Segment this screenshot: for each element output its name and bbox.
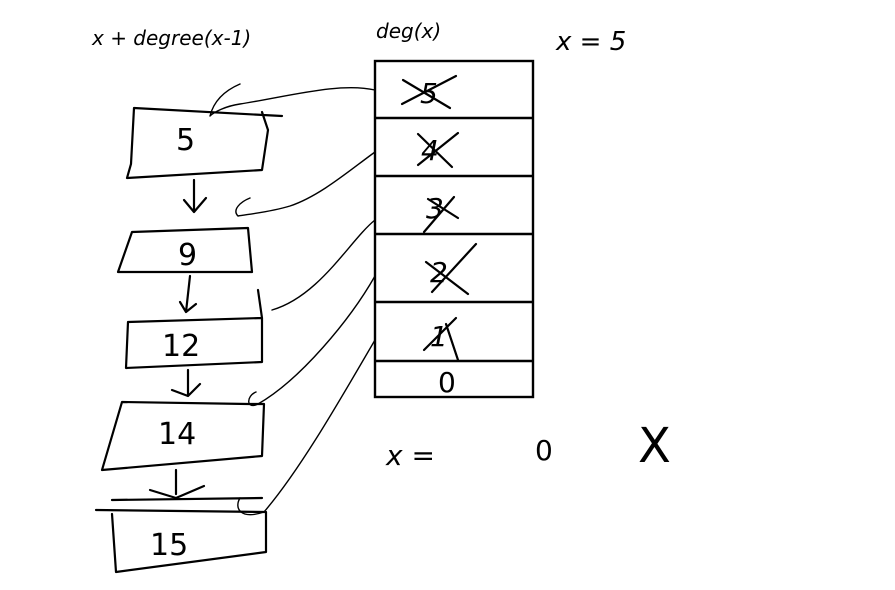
array-slot-2: 3	[422, 192, 460, 234]
list-node-4: 15	[94, 496, 268, 574]
array-slot-5: 0	[438, 366, 456, 399]
list-node-0: 5	[125, 106, 284, 180]
array-slot-1: 4	[416, 131, 460, 169]
list-node-1: 9	[116, 226, 254, 274]
strike-mark	[416, 131, 460, 169]
arrow-down	[170, 368, 202, 398]
array-slot-0: 5	[400, 74, 458, 110]
array-slot-4: 1	[422, 316, 460, 362]
degree-array: 5 4 3 2 1 0	[373, 59, 535, 399]
x-equals-label: x =	[385, 439, 435, 472]
cross-mark: X	[638, 418, 671, 474]
array-label: deg(x)	[376, 19, 441, 43]
slot-value: 0	[438, 366, 456, 399]
x-assignment: x = 5	[555, 27, 626, 57]
array-outline	[373, 59, 535, 399]
node-value: 15	[150, 528, 188, 563]
node-list: 5 9 12 14 15	[94, 106, 284, 574]
footer-annotation: x = 0 X	[385, 418, 671, 474]
node-value: 12	[162, 329, 200, 364]
expression-label: x + degree(x-1)	[91, 26, 251, 50]
strike-mark	[424, 242, 478, 296]
x-value: 0	[535, 434, 553, 467]
list-node-3: 14	[100, 400, 266, 472]
strike-mark	[400, 74, 458, 110]
list-node-2: 12	[124, 288, 264, 370]
slot-value: 5	[420, 77, 438, 110]
arrow-down	[148, 468, 206, 500]
arrow-down	[178, 274, 198, 314]
connectors	[209, 83, 376, 516]
array-slot-3: 2	[424, 242, 478, 296]
strike-mark	[422, 195, 460, 234]
node-value: 9	[178, 238, 197, 273]
strike-mark	[422, 316, 460, 362]
node-value: 5	[176, 123, 195, 158]
node-value: 14	[158, 417, 196, 452]
arrow-down	[182, 178, 208, 214]
